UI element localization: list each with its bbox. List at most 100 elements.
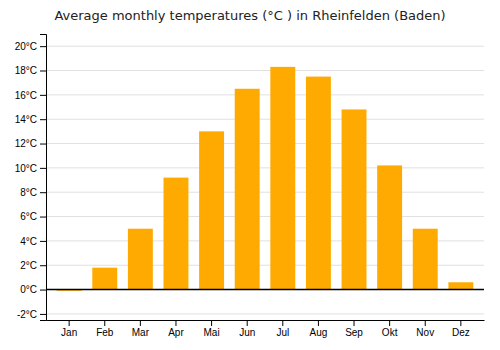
y-tick-mark <box>40 290 46 291</box>
bar <box>199 131 224 289</box>
y-tick-label: 16°C <box>15 90 37 101</box>
y-tick-mark <box>40 192 46 193</box>
x-tick-mark <box>354 320 355 326</box>
y-tick: 12°C <box>15 138 46 149</box>
grid-line <box>46 70 484 71</box>
x-tick-label: Jan <box>61 327 77 338</box>
zero-line <box>46 289 484 291</box>
bar <box>342 109 367 289</box>
grid-line <box>46 46 484 47</box>
x-tick-mark <box>282 320 283 326</box>
x-tick-mark <box>69 320 70 326</box>
y-tick: 6°C <box>20 211 46 222</box>
x-tick: Jul <box>276 320 289 338</box>
x-axis: Jan Feb Mar Apr Mai Jun Jul Aug Sep Okt Nov Dez <box>47 320 485 338</box>
x-tick: Jun <box>239 320 255 338</box>
bar <box>413 229 438 290</box>
x-tick: Dez <box>452 320 470 338</box>
y-tick-label: 20°C <box>15 41 37 52</box>
y-tick-mark <box>40 95 46 96</box>
x-tick-mark <box>425 320 426 326</box>
y-tick-mark <box>40 241 46 242</box>
y-tick-label: 12°C <box>15 138 37 149</box>
title: Average monthly temperatures (°C ) in Rh… <box>54 8 445 23</box>
chart: -2°C 0°C 2°C 4°C 6°C 8°C 10°C 12°C 14°C 16°C 18°C 2… <box>0 0 500 350</box>
grid-line <box>46 192 484 193</box>
x-tick-label: Jun <box>239 327 255 338</box>
y-tick: 16°C <box>15 90 46 101</box>
y-tick: 10°C <box>15 163 46 174</box>
y-tick: 20°C <box>15 41 46 52</box>
x-tick-mark <box>318 320 319 326</box>
bar <box>270 67 295 290</box>
y-tick: 18°C <box>15 65 46 76</box>
bar <box>164 178 189 290</box>
bar <box>306 77 331 290</box>
y-tick: 4°C <box>20 236 46 247</box>
grid-line <box>46 289 484 290</box>
bars <box>57 67 474 291</box>
x-tick-label: Mar <box>132 327 150 338</box>
x-tick-mark <box>247 320 248 326</box>
y-tick: -2°C <box>17 309 46 320</box>
y-axis-line <box>40 35 47 321</box>
y-tick-label: 14°C <box>15 114 37 125</box>
x-tick: Jan <box>61 320 77 338</box>
x-tick-label: Aug <box>310 327 328 338</box>
x-tick: Okt <box>382 320 398 338</box>
x-tick-mark <box>175 320 176 326</box>
bar <box>377 165 402 289</box>
grid-line <box>46 216 484 217</box>
y-tick-label: 0°C <box>20 284 37 295</box>
grid-line <box>46 313 484 314</box>
x-tick-mark <box>389 320 390 326</box>
x-tick-mark <box>460 320 461 326</box>
x-tick-label: Jul <box>276 327 289 338</box>
bar <box>235 89 260 290</box>
x-tick-label: Dez <box>452 327 470 338</box>
y-tick: 2°C <box>20 260 46 271</box>
y-tick: 14°C <box>15 114 46 125</box>
y-tick-label: -2°C <box>17 309 37 320</box>
x-tick-label: Apr <box>168 327 184 338</box>
x-tick-label: Feb <box>96 327 114 338</box>
x-tick-label: Okt <box>382 327 398 338</box>
y-tick: 0°C <box>20 284 46 295</box>
y-tick-mark <box>40 144 46 145</box>
x-tick-label: Nov <box>416 327 434 338</box>
x-tick: Sep <box>345 320 363 338</box>
y-tick-label: 10°C <box>15 163 37 174</box>
grid-line <box>46 167 484 168</box>
grid-line <box>46 143 484 144</box>
x-axis-line <box>47 320 485 321</box>
y-tick-mark <box>40 168 46 169</box>
x-tick: Nov <box>416 320 434 338</box>
x-tick-mark <box>104 320 105 326</box>
bar <box>128 229 153 290</box>
grid-line <box>46 119 484 120</box>
y-tick-mark <box>40 265 46 266</box>
bar <box>92 268 117 290</box>
y-tick-label: 2°C <box>20 260 37 271</box>
plot: -2°C 0°C 2°C 4°C 6°C 8°C 10°C 12°C 14°C 16°C 18°C 2… <box>15 35 485 339</box>
x-tick-label: Mai <box>204 327 220 338</box>
y-tick-mark <box>40 217 46 218</box>
x-tick: Feb <box>96 320 114 338</box>
x-tick: Mar <box>132 320 150 338</box>
x-tick-mark <box>211 320 212 326</box>
bar <box>448 282 473 289</box>
y-tick-label: 8°C <box>20 187 37 198</box>
grid-line <box>46 94 484 95</box>
y-tick-mark <box>40 46 46 47</box>
grid <box>46 46 484 314</box>
x-tick: Mai <box>204 320 220 338</box>
y-tick-mark <box>40 71 46 72</box>
y-tick: 8°C <box>20 187 46 198</box>
y-tick-mark <box>40 314 46 315</box>
y-axis: -2°C 0°C 2°C 4°C 6°C 8°C 10°C 12°C 14°C 16°C 18°C 2… <box>15 35 47 321</box>
y-tick-mark <box>40 119 46 120</box>
x-tick-mark <box>140 320 141 326</box>
y-tick-label: 6°C <box>20 211 37 222</box>
y-tick-label: 4°C <box>20 236 37 247</box>
x-tick: Aug <box>310 320 328 338</box>
